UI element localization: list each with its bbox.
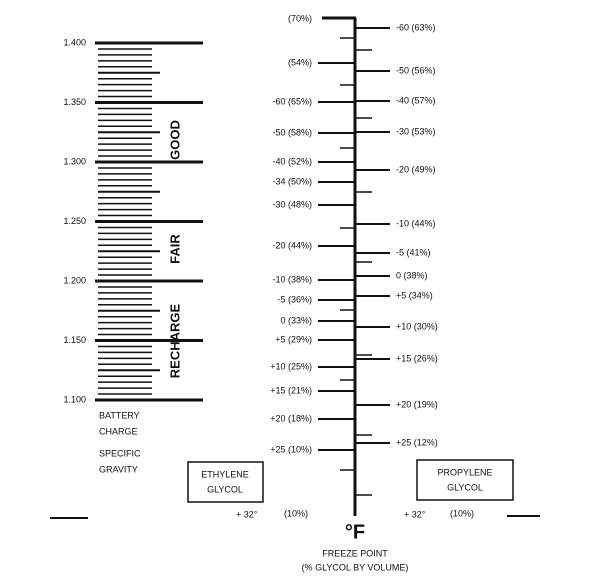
ethylene-label: -34 (50%) — [272, 176, 312, 186]
propylene-label: +10 (30%) — [396, 321, 438, 331]
axis-unit: °F — [345, 521, 365, 543]
propylene-label: -30 (53%) — [396, 126, 436, 136]
ethylene-title: GLYCOL — [207, 484, 243, 494]
battery-tick-label: 1.150 — [63, 335, 86, 345]
zone-label: FAIR — [167, 234, 182, 264]
zone-label: GOOD — [167, 120, 182, 160]
battery-tick-label: 1.250 — [63, 216, 86, 226]
ethylene-label: -10 (38%) — [272, 274, 312, 284]
ethylene-label: +15 (21%) — [270, 385, 312, 395]
ethylene-label: +25 (10%) — [270, 444, 312, 454]
ethylene-label: +20 (18%) — [270, 413, 312, 423]
battery-caption: CHARGE — [99, 426, 138, 436]
propylene-label: -20 (49%) — [396, 164, 436, 174]
propylene-label: +25 (12%) — [396, 437, 438, 447]
propylene-label: -10 (44%) — [396, 218, 436, 228]
battery-caption: GRAVITY — [99, 464, 138, 474]
propylene-label: -40 (57%) — [396, 95, 436, 105]
axis-caption: FREEZE POINT — [322, 548, 388, 558]
ethylene-bottom-temp: + 32° — [236, 509, 258, 519]
battery-tick-label: 1.400 — [63, 37, 86, 47]
propylene-bottom-temp: + 32° — [404, 509, 426, 519]
ethylene-label: +10 (25%) — [270, 361, 312, 371]
propylene-title: PROPYLENE — [437, 467, 492, 477]
battery-tick-label: 1.350 — [63, 97, 86, 107]
propylene-label: -50 (56%) — [396, 65, 436, 75]
ethylene-label: 0 (33%) — [280, 315, 312, 325]
ethylene-label: -20 (44%) — [272, 240, 312, 250]
ethylene-label: -60 (65%) — [272, 96, 312, 106]
propylene-label: +5 (34%) — [396, 290, 433, 300]
ethylene-label: -40 (52%) — [272, 156, 312, 166]
battery-caption: BATTERY — [99, 410, 140, 420]
ethylene-label: (54%) — [288, 57, 312, 67]
axis-caption: (% GLYCOL BY VOLUME) — [302, 562, 409, 572]
propylene-title: GLYCOL — [447, 482, 483, 492]
battery-tick-label: 1.200 — [63, 275, 86, 285]
battery-caption: SPECIFIC — [99, 448, 141, 458]
ethylene-title: ETHYLENE — [201, 469, 249, 479]
ethylene-box — [187, 461, 264, 503]
propylene-label: 0 (38%) — [396, 270, 428, 280]
propylene-label: +20 (19%) — [396, 399, 438, 409]
ethylene-label: -5 (36%) — [277, 294, 312, 304]
propylene-label: -60 (63%) — [396, 22, 436, 32]
propylene-box — [416, 459, 514, 501]
ethylene-label: (70%) — [288, 13, 312, 23]
ethylene-bottom-pct: (10%) — [284, 508, 308, 518]
battery-tick-label: 1.100 — [63, 394, 86, 404]
ethylene-label: -30 (48%) — [272, 199, 312, 209]
propylene-label: +15 (26%) — [396, 353, 438, 363]
propylene-bottom-pct: (10%) — [450, 508, 474, 518]
ethylene-label: -50 (58%) — [272, 127, 312, 137]
battery-tick-label: 1.300 — [63, 156, 86, 166]
ethylene-label: +5 (29%) — [275, 334, 312, 344]
propylene-label: -5 (41%) — [396, 247, 431, 257]
